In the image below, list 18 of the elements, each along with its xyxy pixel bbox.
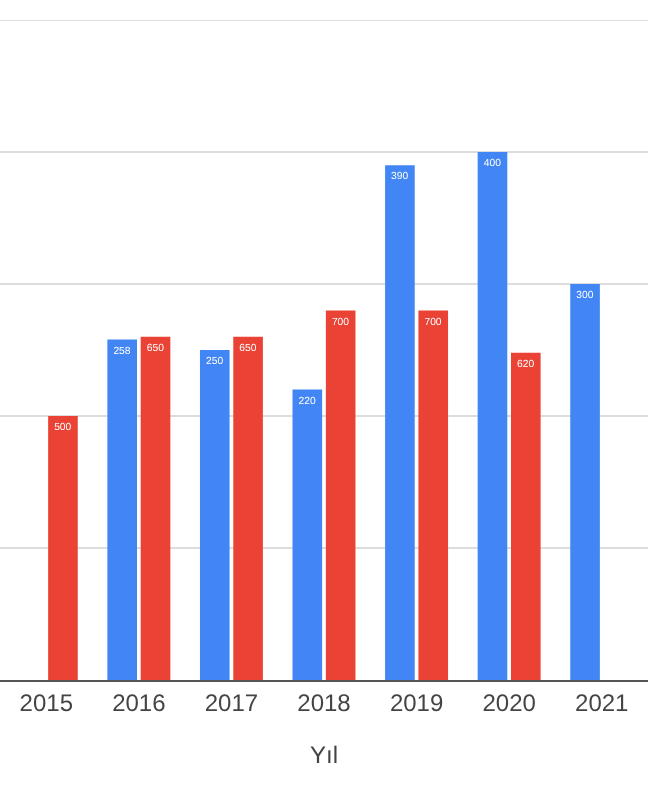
x-tick-label: 2015 (19, 688, 74, 717)
x-tick-label: 2016 (112, 688, 167, 717)
x-axis-title: Yıl (309, 740, 339, 769)
x-tick-label: 2020 (482, 688, 537, 717)
bar (570, 284, 600, 680)
bar (511, 352, 541, 680)
bar (140, 336, 171, 680)
bar (418, 310, 449, 680)
x-tick-label: 2021 (575, 688, 630, 717)
bar (107, 339, 137, 680)
x-tick-label: 2019 (389, 688, 444, 717)
bar (385, 165, 415, 680)
x-tick-label: 2018 (297, 688, 352, 717)
x-tick-label: 2017 (204, 688, 259, 717)
bar (199, 350, 230, 680)
bar (233, 336, 263, 680)
bar (477, 152, 508, 680)
bar (48, 416, 78, 680)
